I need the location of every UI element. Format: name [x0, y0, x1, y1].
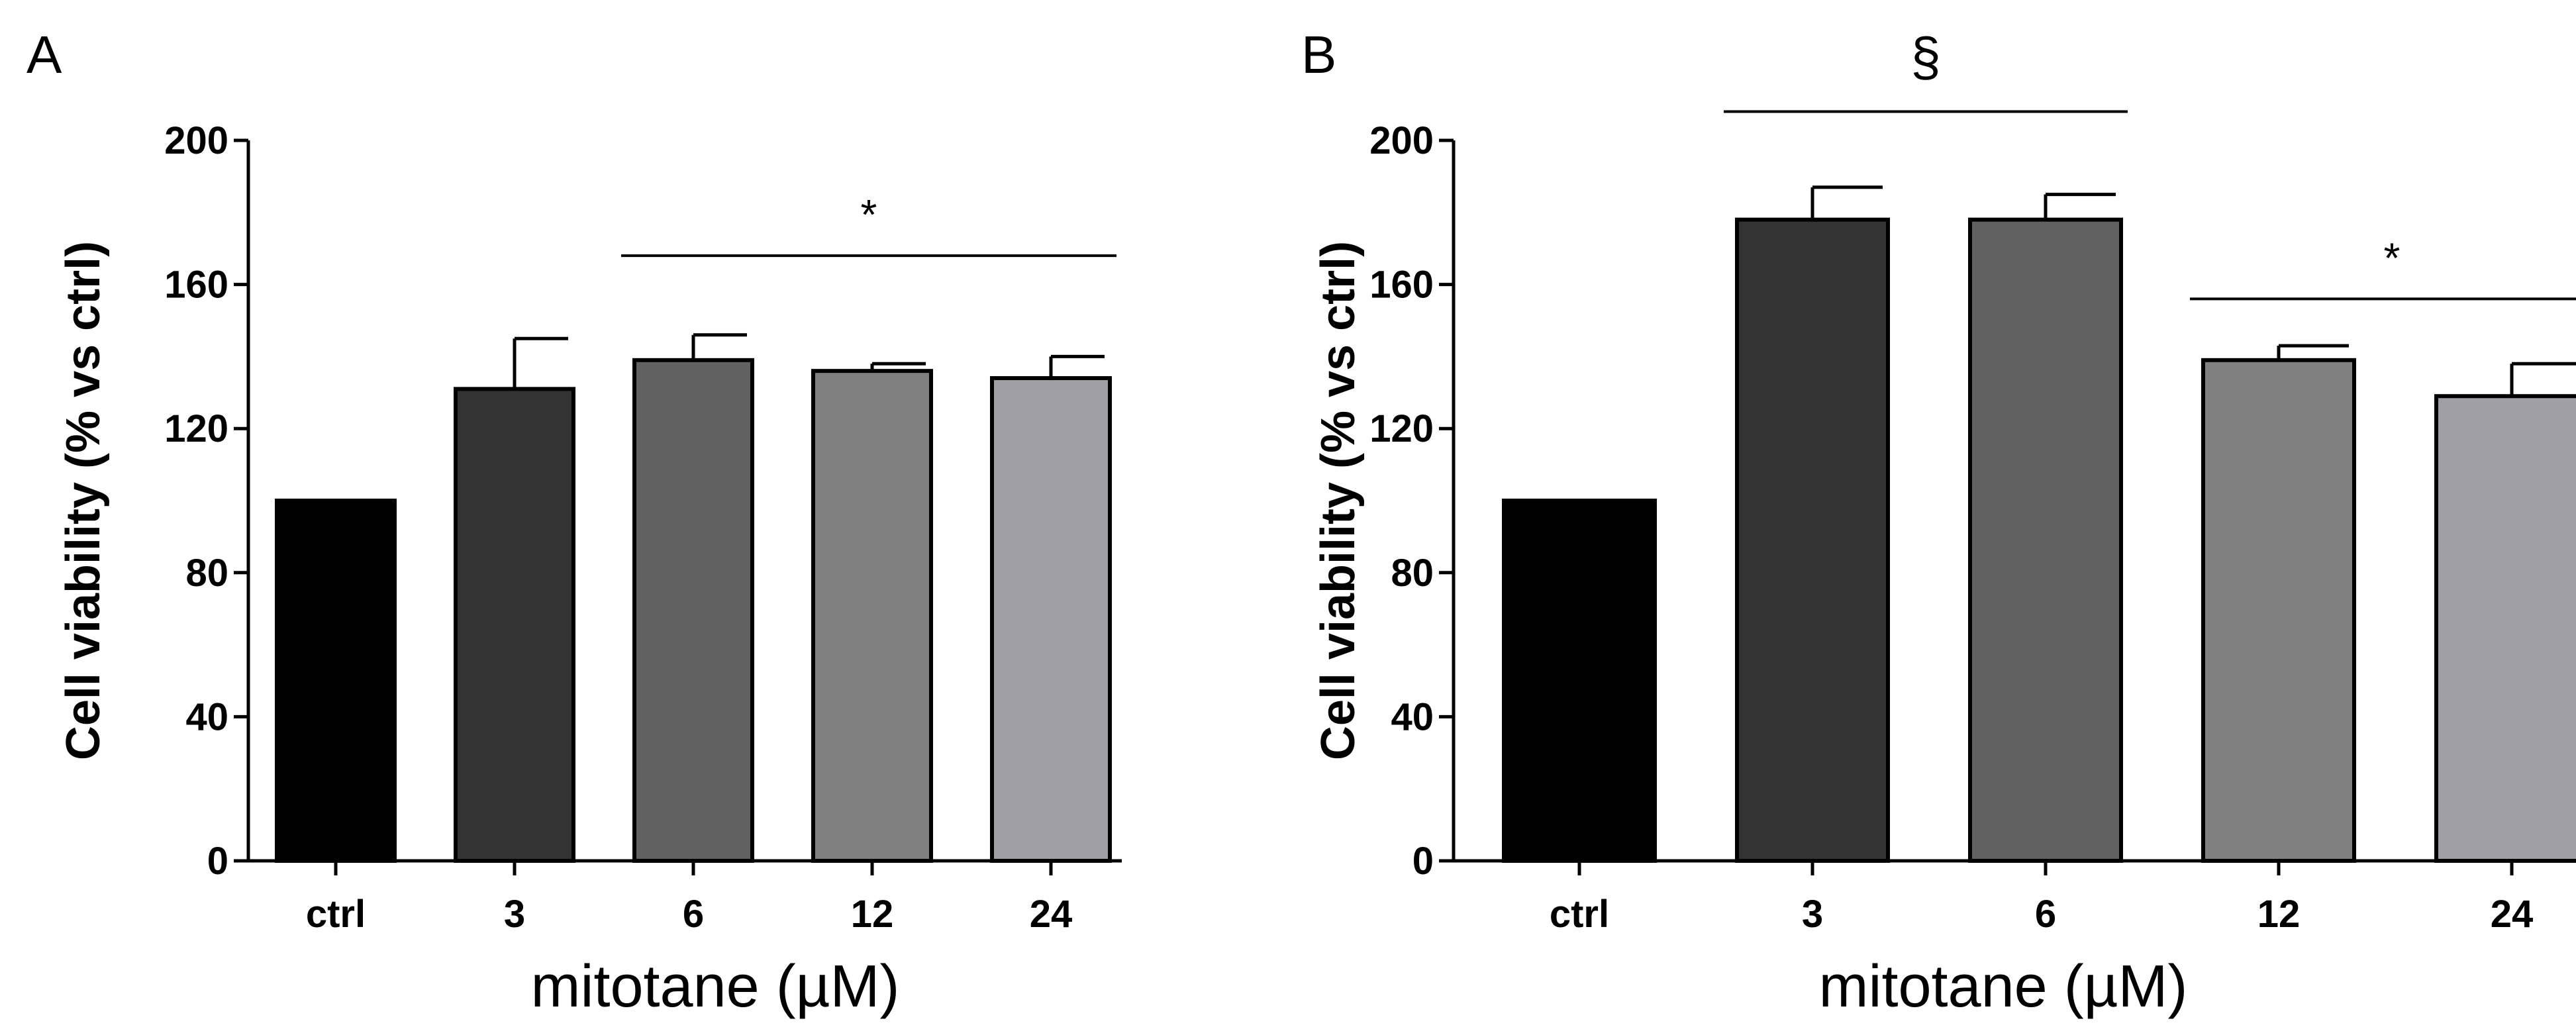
chart-b-panel: B 0 40 80 120 160 200 ctrl 3 6 12 24 Cell viability …	[1301, 25, 2576, 1020]
chart-b-y-tick-label: 200	[1369, 119, 1434, 162]
chart-a-y-tick-label: 160	[164, 264, 228, 307]
chart-b-bar-6	[1968, 217, 2123, 863]
chart-a-y-tick-label: 200	[164, 119, 228, 162]
chart-b-y-tick-label: 0	[1412, 840, 1434, 883]
chart-a-panel-letter: A	[26, 25, 62, 84]
chart-a-x-axis-label: mitotane (µM)	[531, 954, 900, 1020]
chart-a-x-tick-label: ctrl	[306, 893, 366, 936]
chart-b-x-tick-label: 12	[2257, 893, 2301, 936]
chart-a-significance-symbol-0: *	[861, 191, 877, 238]
chart-b-y-tick-label: 40	[1391, 695, 1434, 738]
chart-b-bar-24	[2434, 394, 2576, 863]
chart-b-bar-12	[2201, 358, 2356, 863]
chart-a-bar-12	[811, 369, 933, 863]
chart-a-bar-6	[632, 358, 754, 863]
chart-b-x-tick-label: 3	[1802, 893, 1823, 936]
chart-a-bar-3	[454, 387, 575, 863]
chart-a-y-axis-label: Cell viability (% vs ctrl)	[57, 241, 110, 760]
chart-a-x-tick-label: 24	[1030, 893, 1073, 936]
chart-b-y-tick-label: 160	[1369, 264, 1434, 307]
chart-a-bar-ctrl	[275, 499, 397, 863]
chart-b-bar-ctrl	[1502, 499, 1657, 863]
chart-a-y-tick-label: 80	[185, 552, 228, 595]
chart-a-x-tick-label: 3	[504, 893, 525, 936]
chart-b-significance-symbol-0: §	[1910, 26, 1941, 87]
chart-a-y-tick-label: 0	[207, 840, 228, 883]
chart-a-y-tick-label: 40	[185, 695, 228, 738]
chart-b-y-axis-label: Cell viability (% vs ctrl)	[1312, 241, 1365, 760]
chart-b-significance-symbol-1: *	[2384, 234, 2401, 281]
chart-b-x-axis-label: mitotane (µM)	[1819, 954, 2188, 1020]
chart-b-y-tick-label: 80	[1391, 552, 1434, 595]
chart-a-bar-24	[990, 376, 1112, 863]
chart-b-x-tick-label: 24	[2491, 893, 2534, 936]
chart-b-bar-3	[1735, 217, 1890, 863]
chart-b-y-tick-label: 120	[1369, 407, 1434, 450]
chart-b-panel-letter: B	[1301, 25, 1336, 84]
chart-b-x-tick-label: 6	[2035, 893, 2056, 936]
chart-a-y-tick-label: 120	[164, 407, 228, 450]
chart-a-x-tick-label: 6	[683, 893, 704, 936]
chart-b-x-tick-label: ctrl	[1550, 893, 1609, 936]
chart-a-panel: A 0 40 80 120 160 200 ctrl 3 6 12 24 Cell viability …	[26, 25, 1122, 1020]
chart-a-x-tick-label: 12	[851, 893, 894, 936]
